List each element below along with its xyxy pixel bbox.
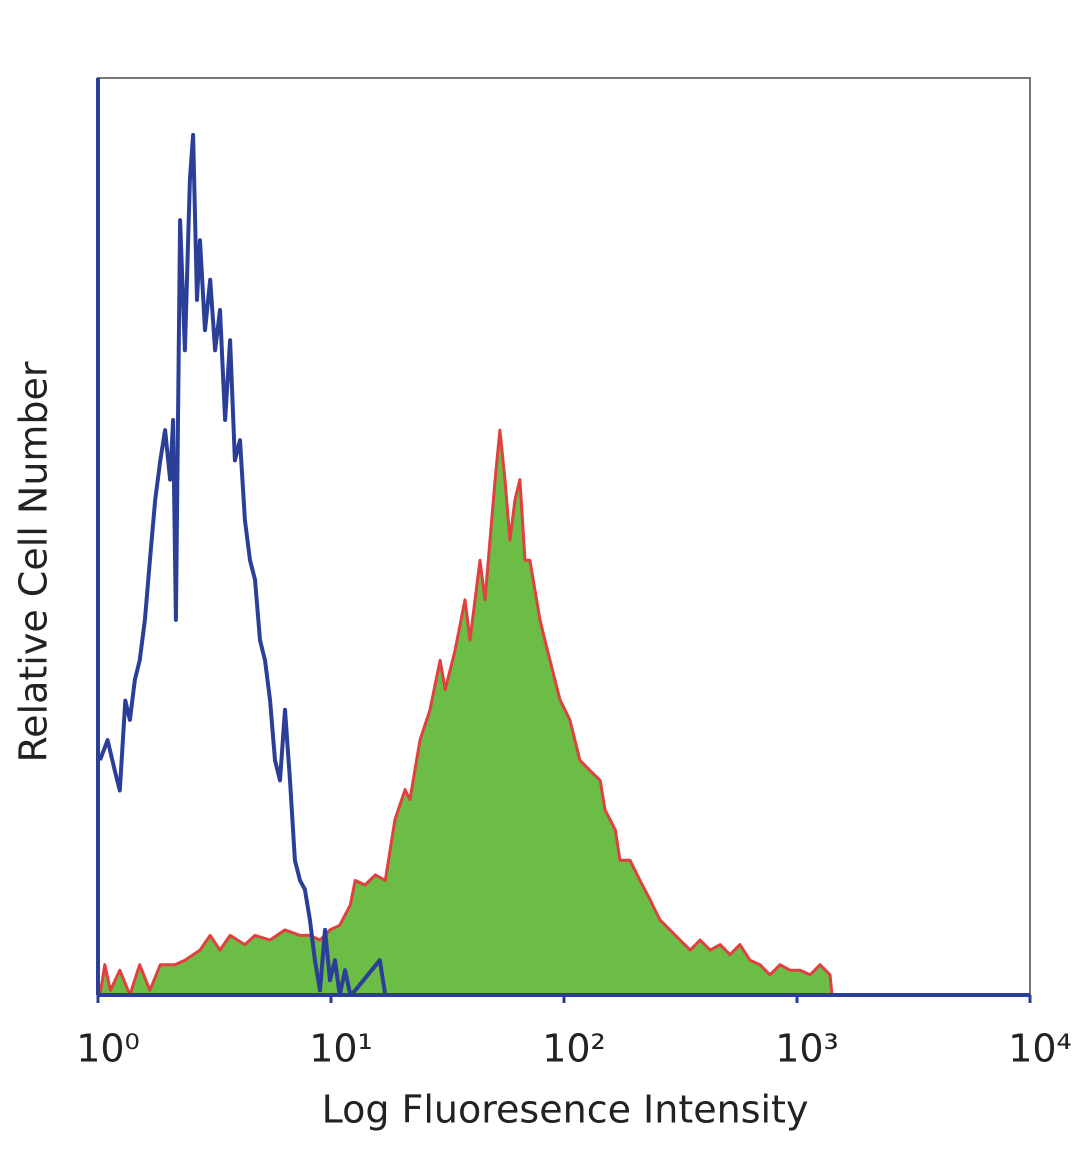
histogram-area [98, 428, 834, 997]
x-tick-label: 10⁴ [1008, 1027, 1072, 1071]
x-tick-label: 10³ [775, 1027, 839, 1071]
x-tick-label: 10¹ [309, 1027, 373, 1071]
y-axis-title: Relative Cell Number [12, 361, 56, 762]
x-axis-title: Log Fluoresence Intensity [322, 1088, 809, 1132]
histogram-line [98, 132, 388, 997]
x-tick-label: 10⁰ [76, 1027, 140, 1071]
x-tick-label: 10² [542, 1027, 606, 1071]
